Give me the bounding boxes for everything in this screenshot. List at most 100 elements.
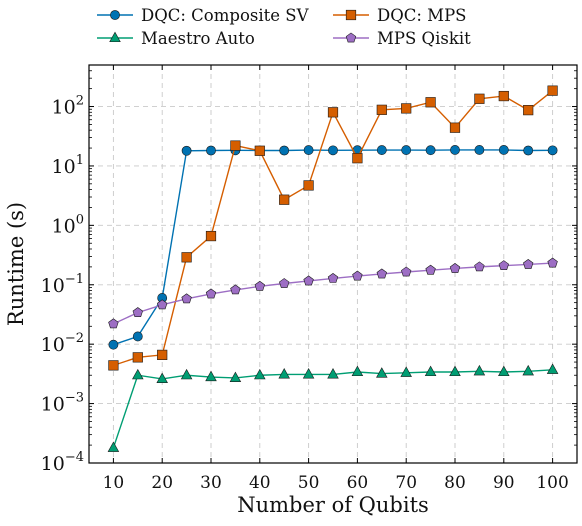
data-point <box>230 284 241 295</box>
data-point <box>303 275 314 286</box>
data-point <box>450 145 460 155</box>
data-point <box>449 365 461 377</box>
series-dqc-mps <box>108 85 558 371</box>
data-point <box>108 360 119 371</box>
legend-swatch <box>333 9 369 21</box>
data-point <box>132 368 144 380</box>
data-point <box>132 331 143 342</box>
data-point <box>279 194 290 205</box>
y-tick-label: 10−4 <box>41 450 84 475</box>
series-line-mps-qiskit <box>113 262 553 325</box>
y-tick-label: 10−1 <box>41 272 84 297</box>
data-point <box>425 97 436 108</box>
y-tick-label: 10−3 <box>41 391 84 416</box>
data-point <box>498 145 509 155</box>
data-point <box>424 365 437 377</box>
x-tick-label: 40 <box>249 473 271 493</box>
data-point <box>547 85 558 96</box>
data-point <box>181 252 192 263</box>
data-point <box>547 145 558 156</box>
data-point <box>156 372 168 383</box>
data-point <box>303 145 314 155</box>
legend-swatch-marker <box>345 32 357 43</box>
grid <box>89 65 577 464</box>
y-tick-label: 100 <box>52 212 84 237</box>
data-point <box>498 260 509 271</box>
data-point <box>108 318 119 329</box>
data-point <box>376 145 387 155</box>
data-point <box>278 368 290 379</box>
y-tick-label: 10−2 <box>41 331 84 356</box>
x-tick-label: 60 <box>347 473 369 493</box>
data-point <box>205 370 217 382</box>
data-point <box>523 145 534 156</box>
series-line-dqc-composite-sv <box>113 149 553 346</box>
data-point <box>400 366 412 377</box>
data-point <box>206 145 216 156</box>
legend-item-dqc-mps: DQC: MPS <box>333 3 467 27</box>
data-point <box>327 272 339 283</box>
data-point <box>449 122 461 133</box>
legend-swatch <box>97 31 133 43</box>
y-tick-label: 101 <box>52 153 84 178</box>
legend-label: DQC: Composite SV <box>141 5 309 25</box>
data-point <box>254 145 265 156</box>
data-point <box>401 145 412 155</box>
y-ticks: 10−4 10−3 10−2 10−1 100 101 102 <box>41 70 577 475</box>
legend-item-mps-qiskit: MPS Qiskit <box>333 26 471 50</box>
data-point <box>449 263 461 273</box>
data-point <box>157 299 168 310</box>
data-point <box>547 257 558 268</box>
legend-swatch <box>97 10 133 20</box>
data-point <box>254 368 266 380</box>
x-tick-label: 80 <box>444 473 466 493</box>
legend-item-dqc-composite-sv: DQC: Composite SV <box>97 3 309 27</box>
x-tick-label: 100 <box>536 473 568 493</box>
x-ticks: 10 20 30 40 50 60 70 80 90 100 <box>103 65 569 493</box>
x-axis-label: Number of Qubits <box>237 493 429 517</box>
data-point <box>352 270 363 281</box>
data-point <box>376 367 388 378</box>
legend-label: DQC: MPS <box>377 5 467 25</box>
data-point <box>254 280 265 291</box>
data-point <box>352 153 363 164</box>
data-point <box>205 230 217 242</box>
data-point <box>279 145 290 156</box>
series-maestro-auto <box>107 363 559 452</box>
data-point <box>425 264 436 275</box>
data-point <box>132 352 143 363</box>
data-point <box>376 268 387 279</box>
data-point <box>498 365 510 377</box>
data-point <box>327 107 339 118</box>
x-tick-label: 30 <box>200 473 222 493</box>
data-point <box>473 364 486 376</box>
data-point <box>523 258 534 269</box>
data-point <box>108 339 119 350</box>
x-tick-label: 10 <box>103 473 125 493</box>
legend-item-maestro-auto: Maestro Auto <box>97 26 255 50</box>
series-line-maestro-auto <box>112 369 553 449</box>
data-point <box>351 365 364 377</box>
data-point <box>157 349 168 360</box>
data-point <box>132 307 143 317</box>
legend-label: Maestro Auto <box>141 28 255 48</box>
legend-swatch-marker <box>110 10 120 20</box>
x-tick-label: 50 <box>298 473 320 493</box>
data-point <box>205 288 217 299</box>
data-point <box>474 145 485 155</box>
legend-swatch-marker <box>345 9 357 21</box>
data-point <box>279 278 290 288</box>
data-point <box>401 103 412 114</box>
data-point <box>181 145 192 156</box>
legend-label: MPS Qiskit <box>377 28 471 48</box>
data-point <box>229 371 242 383</box>
x-tick-label: 20 <box>151 473 173 493</box>
data-point <box>546 363 559 374</box>
data-point <box>327 368 339 379</box>
legend-swatch <box>333 32 369 43</box>
data-point <box>181 293 192 304</box>
x-tick-label: 70 <box>395 473 417 493</box>
plot-frame <box>88 64 578 464</box>
y-tick-label: 102 <box>52 94 84 119</box>
